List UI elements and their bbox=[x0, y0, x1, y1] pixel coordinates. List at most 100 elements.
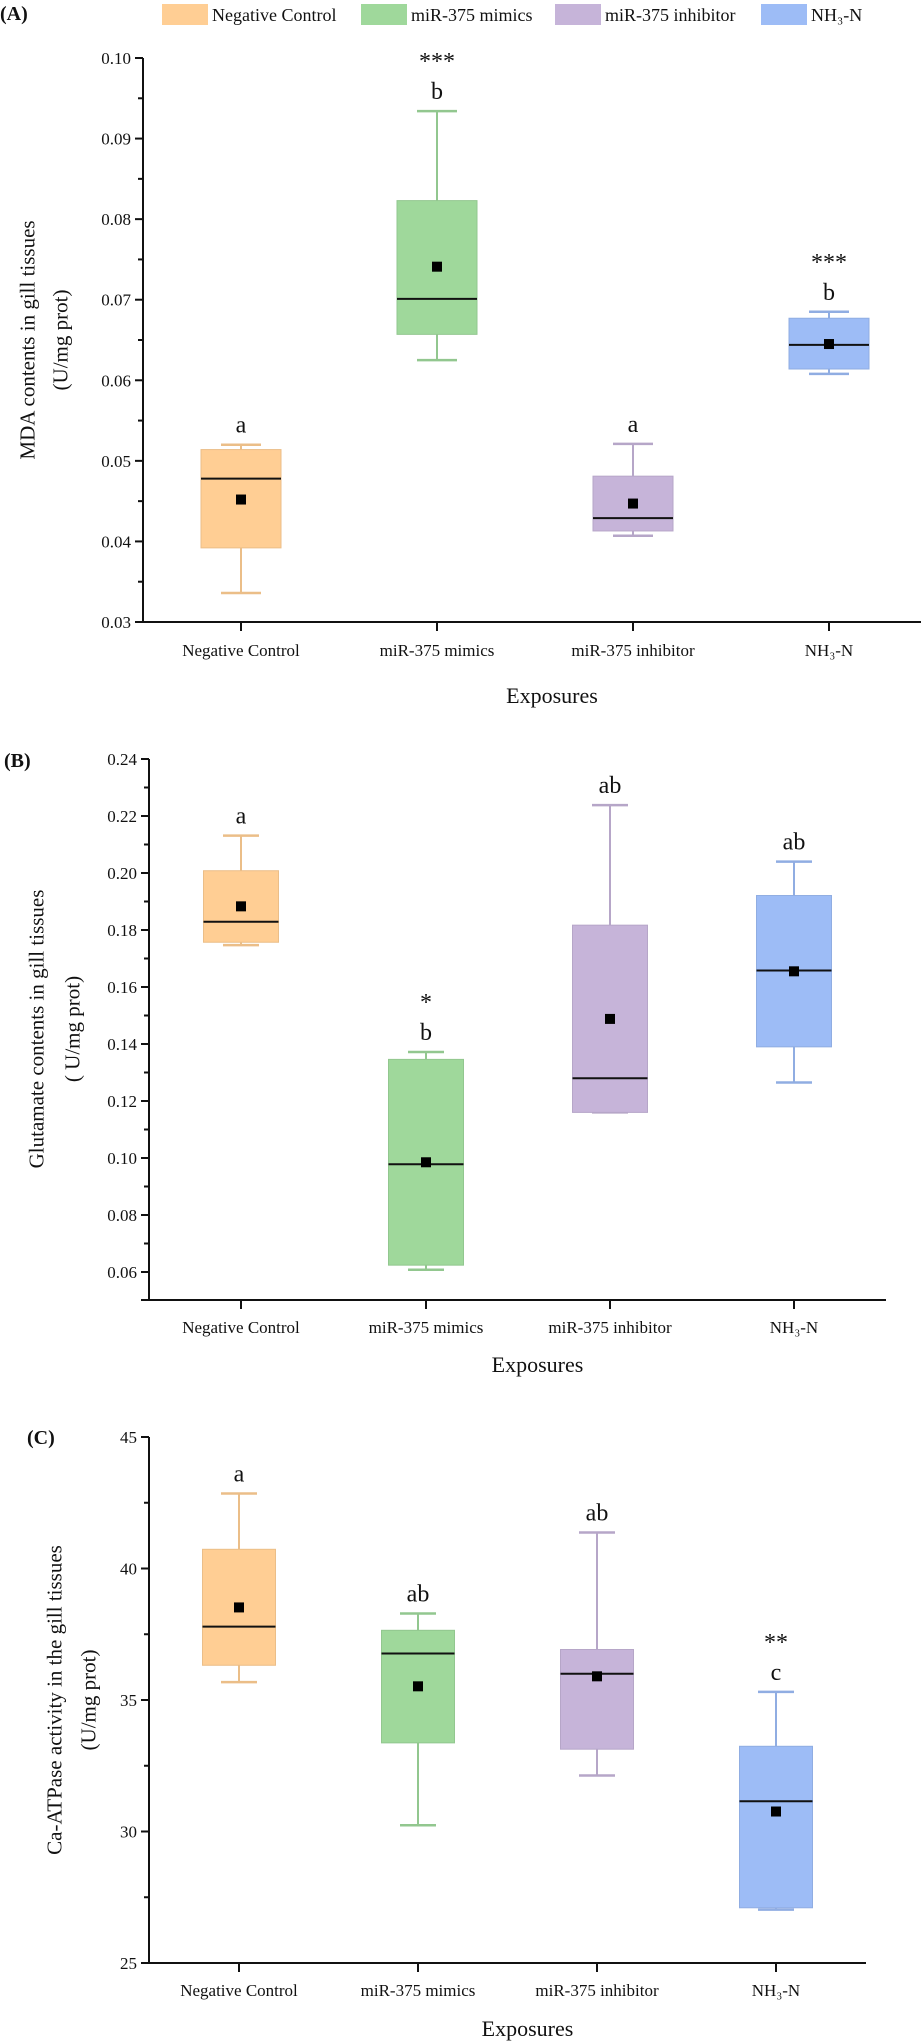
x-tick-label: Negative Control bbox=[180, 1981, 298, 2000]
x-axis-title: Exposures bbox=[506, 683, 598, 708]
mean-marker bbox=[628, 498, 638, 509]
box-1: ab bbox=[381, 1581, 455, 1827]
legend-label: miR-375 mimics bbox=[411, 5, 533, 25]
x-tick-label: NH₃-N bbox=[805, 641, 853, 660]
x-axis-title: Exposures bbox=[492, 1352, 584, 1377]
mean-marker bbox=[421, 1157, 431, 1168]
x-tick-label: miR-375 mimics bbox=[361, 1981, 476, 2000]
y-tick-label: 0.10 bbox=[101, 49, 131, 68]
y-tick-label: 0.24 bbox=[107, 750, 137, 769]
significance-stars: * bbox=[420, 990, 432, 1016]
mean-marker bbox=[236, 901, 246, 912]
y-tick-label: 40 bbox=[120, 1560, 137, 1579]
x-tick-label: Negative Control bbox=[182, 1318, 300, 1337]
box-0: a bbox=[200, 413, 282, 595]
mean-marker bbox=[605, 1013, 615, 1024]
box-3: ab bbox=[756, 830, 832, 1084]
y-tick-label: 30 bbox=[120, 1823, 137, 1842]
x-tick-label: miR-375 mimics bbox=[380, 641, 495, 660]
significance-stars: *** bbox=[419, 49, 455, 75]
x-axis-title: Exposures bbox=[482, 2016, 574, 2041]
legend-swatch-1 bbox=[361, 4, 407, 25]
y-tick-label: 0.06 bbox=[107, 1263, 137, 1282]
y-tick-label: 0.08 bbox=[107, 1206, 137, 1225]
x-tick-label: NH₃-N bbox=[752, 1981, 800, 2000]
x-tick-label: miR-375 inhibitor bbox=[571, 641, 695, 660]
panel-label: (B) bbox=[4, 750, 31, 772]
y-tick-label: 0.12 bbox=[107, 1092, 137, 1111]
legend-label: miR-375 inhibitor bbox=[605, 5, 736, 25]
y-tick-label: 0.04 bbox=[101, 532, 131, 551]
box-2: a bbox=[592, 412, 674, 538]
y-tick-label: 0.20 bbox=[107, 864, 137, 883]
legend-swatch-3 bbox=[761, 4, 807, 25]
y-tick-label: 0.14 bbox=[107, 1035, 137, 1054]
legend: Negative Control miR-375 mimics miR-375 in… bbox=[162, 4, 862, 25]
legend-label: NH₃-N bbox=[811, 5, 862, 25]
panel-label: (C) bbox=[27, 1427, 55, 1449]
x-tick-label: Negative Control bbox=[182, 641, 300, 660]
significance-letter: a bbox=[234, 1462, 245, 1488]
panel-c: (C) 25 30 35 40 45 Ca-ATPase activity in the g… bbox=[27, 1427, 866, 2041]
legend-swatch-0 bbox=[162, 4, 208, 25]
significance-letter: a bbox=[628, 412, 639, 438]
y-tick-label: 25 bbox=[120, 1954, 137, 1973]
mean-marker bbox=[234, 1602, 244, 1613]
significance-letter: ab bbox=[586, 1500, 609, 1526]
y-tick-label: 0.18 bbox=[107, 921, 137, 940]
box-2: ab bbox=[572, 773, 648, 1114]
box-iqr bbox=[739, 1745, 813, 1909]
box-iqr bbox=[592, 475, 674, 532]
y-axis-title: (U/mg prot) bbox=[48, 290, 72, 391]
significance-letter: b bbox=[823, 280, 835, 306]
y-axis-title: (U/mg prot) bbox=[76, 1650, 100, 1751]
y-tick-label: 45 bbox=[120, 1428, 137, 1447]
significance-letter: ab bbox=[407, 1581, 430, 1607]
y-tick-label: 0.08 bbox=[101, 210, 131, 229]
significance-letter: c bbox=[771, 1660, 782, 1686]
y-tick-label: 0.16 bbox=[107, 978, 137, 997]
y-axis-title: ( U/mg prot) bbox=[60, 976, 84, 1082]
significance-letter: a bbox=[236, 804, 247, 830]
legend-swatch-2 bbox=[555, 4, 601, 25]
panel-b: (B) 0.06 0.08 0.10 0.12 0.14 0.16 0.18 0.20 0.22 0… bbox=[4, 750, 886, 1377]
mean-marker bbox=[789, 966, 799, 977]
significance-letter: b bbox=[420, 1020, 432, 1046]
mean-marker bbox=[432, 261, 442, 272]
legend-label: Negative Control bbox=[212, 5, 336, 25]
y-tick-label: 35 bbox=[120, 1691, 137, 1710]
x-tick-label: miR-375 mimics bbox=[369, 1318, 484, 1337]
box-0: a bbox=[203, 804, 279, 947]
significance-letter: a bbox=[236, 413, 247, 439]
y-axis-title: Glutamate contents in gill tissues bbox=[24, 890, 48, 1169]
box-1: b* bbox=[388, 990, 464, 1271]
x-tick-label: miR-375 inhibitor bbox=[548, 1318, 672, 1337]
mean-marker bbox=[771, 1806, 781, 1817]
panel-a: (A) 0.03 0.04 0.05 0.06 0.07 0.08 0.09 0.10 MDA c… bbox=[0, 3, 921, 708]
y-tick-label: 0.10 bbox=[107, 1149, 137, 1168]
y-tick-label: 0.03 bbox=[101, 613, 131, 632]
significance-stars: ** bbox=[764, 1630, 788, 1656]
x-tick-label: miR-375 inhibitor bbox=[535, 1981, 659, 2000]
y-tick-label: 0.06 bbox=[101, 371, 131, 390]
box-3: c ** bbox=[739, 1630, 813, 1911]
significance-letter: ab bbox=[599, 773, 622, 799]
y-tick-label: 0.05 bbox=[101, 452, 131, 471]
y-tick-label: 0.22 bbox=[107, 807, 137, 826]
significance-letter: b bbox=[431, 79, 443, 105]
box-iqr bbox=[560, 1649, 634, 1750]
panel-label: (A) bbox=[0, 3, 28, 25]
box-1: b *** bbox=[396, 49, 478, 362]
mean-marker bbox=[592, 1671, 602, 1682]
y-tick-label: 0.09 bbox=[101, 130, 131, 149]
mean-marker bbox=[824, 339, 834, 350]
y-axis-title: MDA contents in gill tissues bbox=[15, 220, 39, 459]
y-tick-label: 0.07 bbox=[101, 291, 131, 310]
box-0: a bbox=[202, 1462, 276, 1684]
box-3: b *** bbox=[788, 250, 870, 376]
significance-letter: ab bbox=[783, 830, 806, 856]
significance-stars: *** bbox=[811, 250, 847, 276]
box-2: ab bbox=[560, 1500, 634, 1777]
mean-marker bbox=[413, 1681, 423, 1692]
